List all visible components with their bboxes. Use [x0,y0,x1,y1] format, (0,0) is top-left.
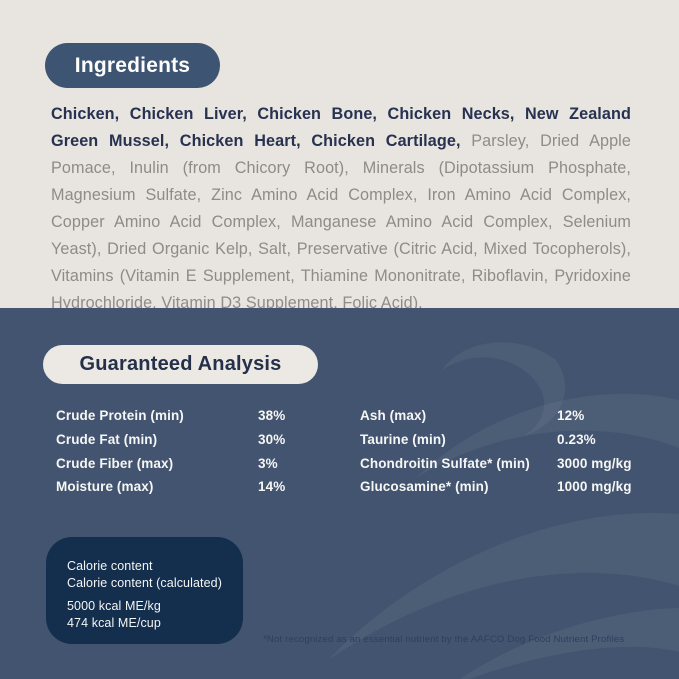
calorie-content-line: Calorie content [67,559,153,573]
analysis-column-right: Ash (max) 12% Taurine (min) 0.23% Chondr… [360,404,660,499]
analysis-value: 12% [557,408,585,423]
analysis-value: 38% [258,408,286,423]
analysis-label: Moisture (max) [56,479,154,495]
analysis-label: Ash (max) [360,408,427,423]
calorie-content-calculated-line: Calorie content (calculated) [67,576,222,590]
analysis-label: Glucosamine* (min) [360,479,489,495]
calorie-headings: Calorie content Calorie content (calcula… [67,558,243,592]
calorie-values: 5000 kcal ME/kg 474 kcal ME/cup [67,598,243,632]
analysis-row: Glucosamine* (min) 1000 mg/kg [360,475,660,499]
guaranteed-analysis-section: Guaranteed Analysis Crude Protein (min) … [0,308,679,679]
ingredients-secondary-list: Parsley, Dried Apple Pomace, Inulin (fro… [51,132,631,312]
ingredients-main-list: Chicken, Chicken Liver, Chicken Bone, Ch… [51,105,631,150]
analysis-row: Crude Fat (min) 30% [56,428,356,452]
analysis-value: 14% [258,479,286,495]
guaranteed-analysis-heading-pill: Guaranteed Analysis [43,345,318,384]
aafco-footnote: *Not recognized as an essential nutrient… [263,634,625,645]
ingredients-paragraph: Chicken, Chicken Liver, Chicken Bone, Ch… [51,101,631,317]
ingredients-heading: Ingredients [74,53,191,77]
analysis-row: Taurine (min) 0.23% [360,428,660,452]
analysis-row: Crude Protein (min) 38% [56,404,356,428]
analysis-label: Crude Protein (min) [56,408,184,423]
analysis-label: Chondroitin Sulfate* (min) [360,455,530,471]
analysis-value: 0.23% [557,431,596,447]
analysis-label: Taurine (min) [360,431,446,447]
analysis-label: Crude Fat (min) [56,431,158,447]
calorie-kcal-per-kg: 5000 kcal ME/kg [67,599,161,613]
analysis-value: 3000 mg/kg [557,455,632,471]
analysis-row: Chondroitin Sulfate* (min) 3000 mg/kg [360,452,660,476]
ingredients-section: Ingredients Chicken, Chicken Liver, Chic… [0,0,679,312]
analysis-value: 3% [258,455,278,471]
analysis-row: Moisture (max) 14% [56,475,356,499]
calorie-content-box: Calorie content Calorie content (calcula… [46,537,243,644]
analysis-row: Crude Fiber (max) 3% [56,452,356,476]
analysis-value: 30% [258,431,286,447]
analysis-label: Crude Fiber (max) [56,455,174,471]
analysis-value: 1000 mg/kg [557,479,632,495]
analysis-row: Ash (max) 12% [360,404,660,428]
calorie-kcal-per-cup: 474 kcal ME/cup [67,616,161,630]
guaranteed-analysis-heading: Guaranteed Analysis [79,353,282,375]
ingredients-heading-pill: Ingredients [45,43,220,88]
analysis-column-left: Crude Protein (min) 38% Crude Fat (min) … [56,404,356,499]
